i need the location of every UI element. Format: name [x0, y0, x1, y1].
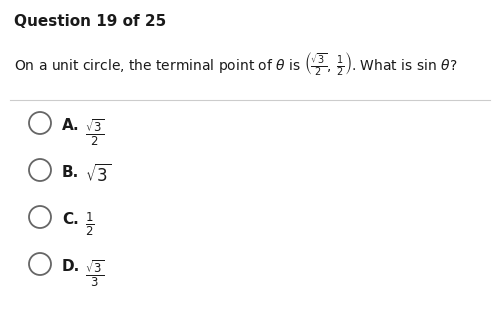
Text: On a unit circle, the terminal point of $\theta$ is $\left(\frac{\sqrt{3}}{2},\,: On a unit circle, the terminal point of …	[14, 50, 458, 77]
Text: $\frac{\sqrt{3}}{3}$: $\frac{\sqrt{3}}{3}$	[85, 258, 104, 289]
Text: $\sqrt{3}$: $\sqrt{3}$	[85, 164, 112, 186]
Text: Question 19 of 25: Question 19 of 25	[14, 14, 166, 29]
Text: B.: B.	[62, 165, 79, 180]
Text: D.: D.	[62, 259, 80, 274]
Text: C.: C.	[62, 212, 79, 227]
Text: $\frac{\sqrt{3}}{2}$: $\frac{\sqrt{3}}{2}$	[85, 117, 104, 148]
Text: A.: A.	[62, 118, 80, 133]
Text: $\frac{1}{2}$: $\frac{1}{2}$	[85, 211, 94, 239]
